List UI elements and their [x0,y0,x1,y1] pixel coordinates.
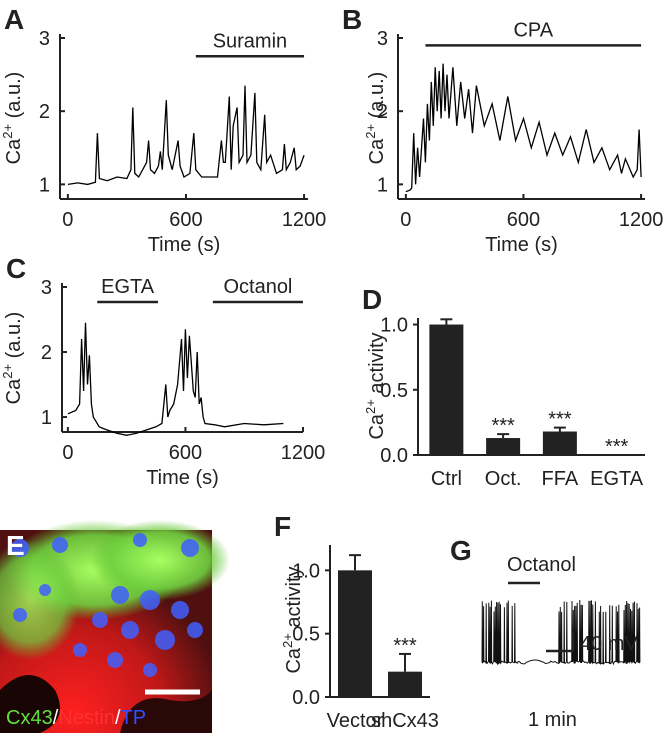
y-axis-label: Ca2+ (a.u.) [363,72,388,165]
scale-bar [546,632,575,653]
y-tick-label: 1 [39,174,50,196]
y-tick-label: 2 [377,101,388,123]
significance: *** [491,415,515,437]
trace [67,85,305,186]
y-tick-label: 2 [39,101,50,123]
panel-letter: D [362,284,382,315]
y-tick-label: 0.0 [380,445,408,467]
x-tick-label: shCx43 [371,710,439,732]
y-axis-label: Ca2+ (a.u.) [0,72,25,165]
x-tick-label: FFA [542,468,579,490]
micrograph [0,520,230,733]
x-tick-label: Vector [327,710,384,732]
x-tick-label: 600 [507,209,540,231]
y-tick-label: 1.0 [380,315,408,337]
bar [338,570,372,697]
panel-letter: G [450,535,472,566]
bar [388,671,422,697]
x-tick-label: Ctrl [431,468,462,490]
panel-letter: E [6,530,25,561]
trace [405,63,642,193]
trace [67,322,284,436]
y-axis-label: Ca2+ (a.u.) [0,312,25,405]
y-tick-label: 3 [377,28,388,50]
y-tick-label: 0.5 [380,380,408,402]
x-tick-label: 0 [62,442,73,464]
significance: *** [548,409,572,431]
significance: *** [393,635,417,657]
panel-letter: A [4,4,24,35]
y-tick-label: 1 [41,407,52,429]
x-axis-label: Time (s) [485,234,558,256]
bar [542,431,577,455]
x-axis-label: Time (s) [148,234,221,256]
bar [429,324,464,455]
annotation-label: Octanol [507,554,576,576]
annotation-label: Suramin [213,30,287,52]
panel-letter: B [342,4,362,35]
x-tick-label: 0 [400,209,411,231]
annotation-label: CPA [513,19,553,41]
x-tick-label: 600 [169,442,202,464]
x-tick-label: 600 [169,209,202,231]
y-tick-label: 0.5 [292,624,320,646]
annotation-label: Octanol [223,276,292,298]
membrane-trace [481,599,641,666]
x-tick-label: EGTA [590,468,644,490]
y-axis-label: Ca2+ activity [280,566,305,673]
y-tick-label: 1 [377,174,388,196]
y-axis-label: Ca2+ activity [363,332,388,439]
y-tick-label: 3 [39,28,50,50]
bar [486,438,521,455]
x-tick-label: 1200 [281,442,326,464]
y-tick-label: 1.0 [292,560,320,582]
x-tick-label: 1200 [619,209,664,231]
scale-label: 40 mV [580,633,638,655]
x-tick-label: 0 [62,209,73,231]
micrograph-caption: Cx43/Nestin/TP [6,707,146,729]
y-tick-label: 2 [41,342,52,364]
annotation-label: EGTA [101,276,155,298]
x-tick-label: Oct. [485,468,522,490]
panel-letter: C [6,253,26,284]
x-tick-label: 1200 [282,209,327,231]
panel-letter: F [274,511,291,542]
scale-label: 1 min [528,709,577,731]
significance: *** [605,436,629,458]
y-tick-label: 3 [41,277,52,299]
x-axis-label: Time (s) [146,467,219,489]
y-tick-label: 0.0 [292,687,320,709]
